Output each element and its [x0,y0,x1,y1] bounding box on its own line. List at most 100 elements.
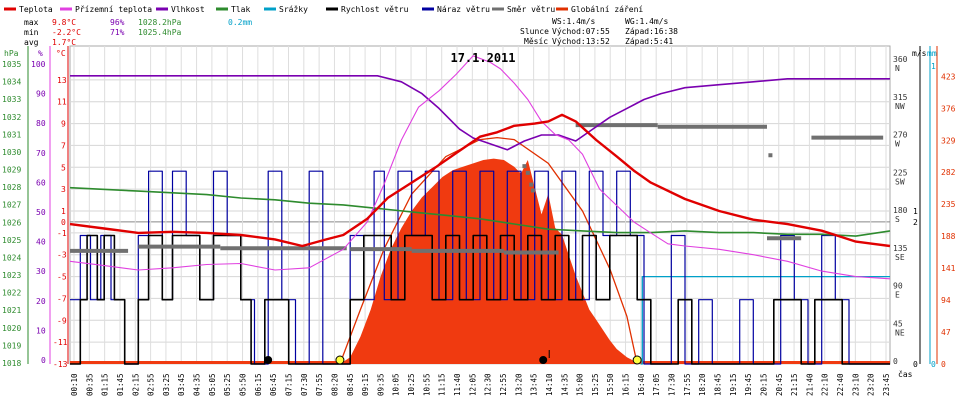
sunrise-marker [335,355,345,365]
x-tick-label: 12:30 [484,373,493,396]
dir-tick-name: NW [895,102,905,111]
c-tick-label: -11 [53,338,68,347]
pct-tick-label: 0 [41,356,46,365]
pct-tick-label: 40 [36,238,46,247]
wind-direction-dot [768,153,773,158]
stat-press: 1025.4hPa [138,28,182,37]
legend-label-rain: Srážky [279,5,308,14]
wm2-tick-label: 329 [941,136,956,145]
info-wg: WG:1.4m/s [625,17,669,26]
x-tick-label: 17:30 [668,373,677,396]
x-tick-label: 02:15 [131,373,140,396]
dir-tick-name: E [895,291,900,300]
wm2-tick-label: 423 [941,72,956,81]
x-tick-label: 23:20 [867,373,876,396]
dir-tick-value: 270 [893,131,908,140]
x-tick-label: 11:40 [453,373,462,396]
wind-direction-dot [525,170,530,175]
stat-label: min [24,28,39,37]
hpa-tick-label: 1020 [2,324,21,333]
hpa-tick-label: 1035 [2,60,21,69]
hpa-tick-label: 1029 [2,166,21,175]
x-tick-label: 23:45 [882,373,891,396]
dir-tick-value: 360 [893,55,908,64]
wm2-tick-label: 47 [941,328,951,337]
hpa-tick-label: 1023 [2,271,21,280]
wind-series [70,234,890,365]
x-tick-label: 00:10 [70,373,79,396]
moonrise-marker [539,356,548,364]
hpa-tick-label: 1032 [2,113,21,122]
x-tick-label: 15:25 [591,373,600,396]
wind-direction-dot [529,182,534,187]
x-tick-label: 05:05 [208,373,217,396]
ms-tick-label: 1 [913,207,918,216]
moonset-marker [264,356,273,364]
dir-tick-value: 180 [893,206,908,215]
x-tick-label: 17:55 [683,373,692,396]
c-tick-label: 5 [61,163,66,172]
ms-axis-label: m/s [912,49,927,58]
x-tick-label: 09:15 [361,373,370,396]
ms-tick-label: 0 [913,360,918,369]
hpa-tick-label: 1019 [2,341,21,350]
c-tick-label: 1 [61,207,66,216]
wm2-tick-label: 235 [941,200,956,209]
stat-temp: -2.2°C [52,28,81,37]
x-tick-label: 18:20 [698,373,707,396]
ms-tick-label: 2 [913,218,918,227]
hpa-tick-label: 1033 [2,95,21,104]
stat-hum: 71% [110,28,125,37]
info-sun-set: Západ:16:38 [625,27,678,36]
x-tick-label: 10:25 [407,373,416,396]
x-tick-label: 06:45 [269,373,278,396]
pct-axis-label: % [38,49,43,58]
x-tick-label: 12:55 [499,373,508,396]
x-tick-label: 13:45 [530,373,539,396]
rain-series [640,275,890,365]
pct-tick-label: 100 [31,60,46,69]
pct-tick-label: 50 [36,208,46,217]
x-tick-label: 03:45 [177,373,186,396]
c-axis-label: °C [56,49,66,58]
info-sun-rise: Východ:07:55 [552,27,610,36]
wind-direction-dot [522,164,527,169]
x-tick-label: 23:10 [851,373,860,396]
x-tick-label: 22:10 [821,373,830,396]
c-zero-label: 0 [61,218,66,227]
c-tick-label: 3 [61,185,66,194]
x-tick-label: 21:15 [790,373,799,396]
temperature-series [69,113,891,248]
x-tick-label: 18:45 [713,373,722,396]
c-tick-label: 11 [57,98,67,107]
wm2-tick-label: 282 [941,168,956,177]
dir-tick-name: SE [895,253,905,262]
c-tick-label: -3 [57,251,67,260]
x-tick-label: 08:45 [346,373,355,396]
c-tick-label: 7 [61,141,66,150]
x-tick-label: 22:40 [836,373,845,396]
hpa-tick-label: 1028 [2,183,21,192]
x-tick-label: 21:40 [805,373,814,396]
wm2-tick-label: 94 [941,296,951,305]
pct-tick-label: 90 [36,90,46,99]
info-ws: WS:1.4m/s [552,17,596,26]
x-tick-label: 05:25 [223,373,232,396]
info-moon-label: Měsíc [524,37,548,46]
wind-direction-dot [530,188,535,193]
hpa-tick-label: 1031 [2,130,21,139]
radiation-baseline [70,361,890,364]
c-tick-label: -7 [57,294,67,303]
mm-axis-label: mm [927,49,937,58]
c-tick-label: 13 [57,76,67,85]
x-tick-label: 19:45 [744,373,753,396]
x-tick-label: 01:15 [101,373,110,396]
hpa-tick-label: 1021 [2,306,21,315]
legend-label-dir: Směr větru [507,5,555,14]
x-tick-label: 20:15 [759,373,768,396]
mm-tick-label: 1 [931,62,936,71]
x-tick-label: 03:25 [162,373,171,396]
x-tick-label: 04:35 [193,373,202,396]
legend-label-press: Tlak [231,5,250,14]
